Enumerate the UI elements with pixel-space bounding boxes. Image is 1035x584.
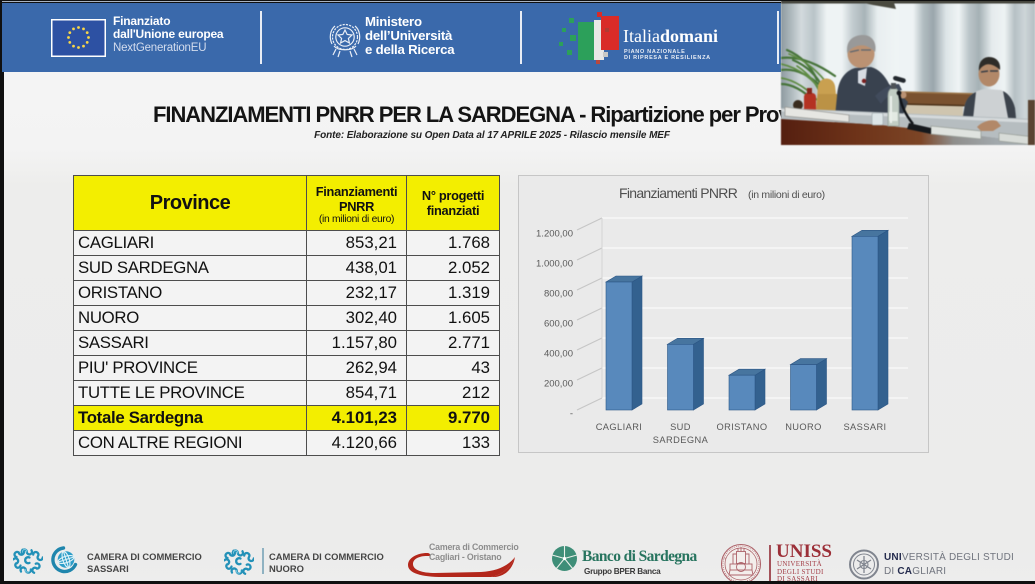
svg-text:-: - [570, 409, 573, 420]
svg-text:SUD: SUD [670, 422, 691, 432]
svg-text:S: S [722, 556, 726, 560]
svg-text:800,00: 800,00 [544, 289, 573, 300]
svg-text:1.000,00: 1.000,00 [536, 259, 573, 270]
svg-text:1.200,00: 1.200,00 [536, 229, 573, 240]
svg-text:400,00: 400,00 [544, 349, 573, 360]
svg-text:(in milioni di euro): (in milioni di euro) [748, 189, 825, 201]
svg-text:600,00: 600,00 [544, 319, 573, 330]
svg-text:200,00: 200,00 [544, 379, 573, 390]
svg-text:CAGLIARI: CAGLIARI [596, 422, 643, 432]
svg-text:SARDEGNA: SARDEGNA [653, 435, 709, 445]
svg-text:NUORO: NUORO [785, 422, 822, 432]
svg-text:ORISTANO: ORISTANO [716, 422, 767, 432]
svg-text:Finanziamenti PNRR: Finanziamenti PNRR [619, 185, 738, 201]
svg-text:SASSARI: SASSARI [843, 422, 886, 432]
